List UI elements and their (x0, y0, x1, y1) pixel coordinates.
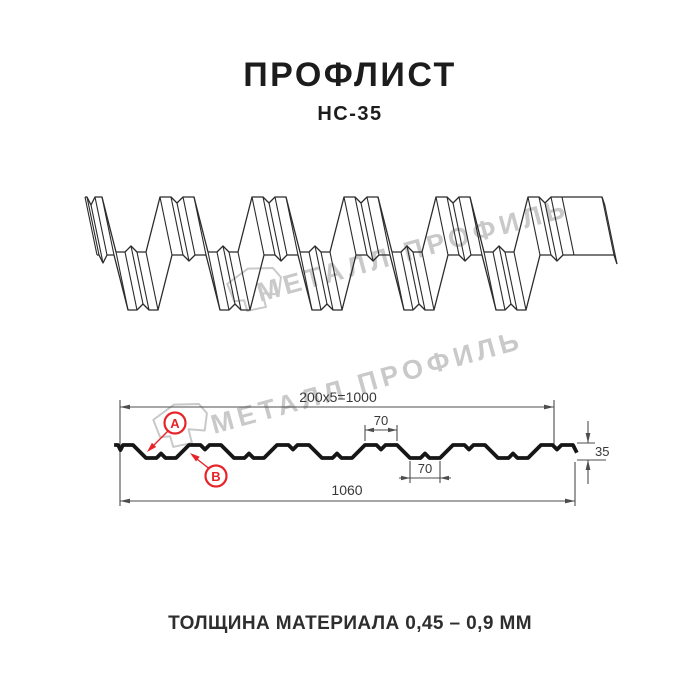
callout-a-label: A (170, 416, 180, 431)
callout-a: A (148, 411, 187, 451)
callout-b: B (192, 454, 228, 488)
watermark-text: МЕТАЛЛ ПРОФИЛЬ (208, 325, 527, 440)
profile-cross-section (114, 443, 579, 460)
dim-rib-top: 70 (374, 413, 388, 428)
page-title: ПРОФЛИСТ (243, 56, 457, 94)
watermark-section: МЕТАЛЛ ПРОФИЛЬ (152, 325, 527, 448)
callout-b-label: B (211, 469, 220, 484)
dim-coverage: 200x5=1000 (299, 389, 377, 405)
metal-profil-logo (152, 403, 208, 448)
callout-a-circle (163, 411, 187, 435)
metal-profil-logo (226, 267, 282, 312)
profile-code: НС-35 (317, 103, 383, 125)
dim-overall-width: 1060 (331, 482, 362, 498)
profile-3d-view (84, 196, 618, 311)
dim-height: 35 (595, 444, 609, 459)
thickness-note: ТОЛЩИНА МАТЕРИАЛА 0,45 – 0,9 ММ (168, 613, 532, 634)
dim-rib-bottom: 70 (418, 461, 432, 476)
callout-b-circle (204, 464, 228, 488)
